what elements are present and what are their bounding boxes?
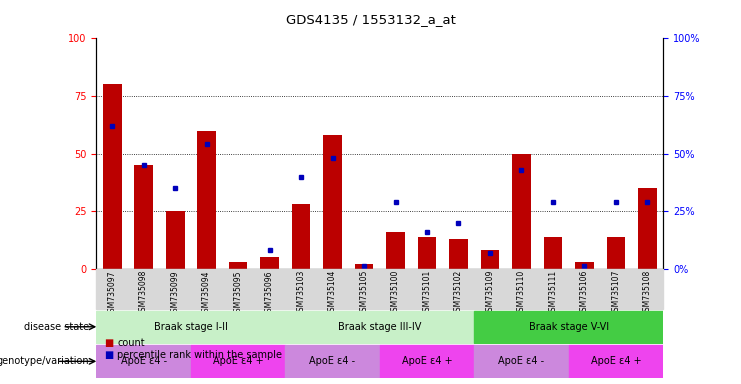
Text: GSM735105: GSM735105: [359, 270, 368, 316]
Text: GSM735106: GSM735106: [580, 270, 589, 316]
Text: genotype/variation: genotype/variation: [0, 356, 89, 366]
Bar: [480, 250, 499, 269]
Text: disease state: disease state: [24, 322, 89, 332]
Text: ApoE ε4 +: ApoE ε4 +: [591, 356, 641, 366]
Text: GSM735104: GSM735104: [328, 270, 337, 316]
Text: GSM735099: GSM735099: [170, 270, 179, 316]
Text: GSM735098: GSM735098: [139, 270, 148, 316]
Bar: [569, 345, 663, 377]
Text: ApoE ε4 -: ApoE ε4 -: [499, 356, 545, 366]
Bar: [512, 154, 531, 269]
Bar: [228, 262, 247, 269]
Bar: [285, 345, 380, 377]
Bar: [386, 232, 405, 269]
Bar: [191, 345, 285, 377]
Bar: [285, 311, 474, 343]
Text: ApoE ε4 -: ApoE ε4 -: [121, 356, 167, 366]
Text: GSM735109: GSM735109: [485, 270, 494, 316]
Text: Braak stage I-II: Braak stage I-II: [154, 322, 227, 332]
Text: GSM735107: GSM735107: [611, 270, 620, 316]
Bar: [165, 211, 185, 269]
Text: Braak stage III-IV: Braak stage III-IV: [338, 322, 422, 332]
Bar: [292, 204, 310, 269]
Bar: [102, 84, 122, 269]
Bar: [197, 131, 216, 269]
Text: GSM735095: GSM735095: [233, 270, 242, 316]
Text: GSM735097: GSM735097: [107, 270, 116, 316]
Bar: [379, 345, 474, 377]
Text: GSM735110: GSM735110: [517, 270, 526, 316]
Text: GSM735102: GSM735102: [454, 270, 463, 316]
Bar: [96, 311, 285, 343]
Bar: [544, 237, 562, 269]
Text: GSM735096: GSM735096: [265, 270, 274, 316]
Text: percentile rank within the sample: percentile rank within the sample: [117, 350, 282, 360]
Bar: [323, 135, 342, 269]
Bar: [260, 257, 279, 269]
Text: ApoE ε4 +: ApoE ε4 +: [402, 356, 452, 366]
Bar: [606, 237, 625, 269]
Text: GSM735094: GSM735094: [202, 270, 211, 316]
Text: ■: ■: [104, 350, 113, 360]
Text: ■: ■: [104, 338, 113, 348]
Text: Braak stage V-VI: Braak stage V-VI: [528, 322, 609, 332]
Bar: [355, 264, 373, 269]
Text: count: count: [117, 338, 144, 348]
Text: GSM735100: GSM735100: [391, 270, 400, 316]
Bar: [474, 345, 569, 377]
Text: GSM735101: GSM735101: [422, 270, 431, 316]
Bar: [134, 165, 153, 269]
Bar: [575, 262, 594, 269]
Bar: [638, 188, 657, 269]
Text: GSM735103: GSM735103: [296, 270, 305, 316]
Text: GSM735108: GSM735108: [643, 270, 652, 316]
Text: GSM735111: GSM735111: [548, 270, 557, 316]
Text: GDS4135 / 1553132_a_at: GDS4135 / 1553132_a_at: [285, 13, 456, 26]
Text: ApoE ε4 +: ApoE ε4 +: [213, 356, 263, 366]
Bar: [96, 345, 191, 377]
Text: ApoE ε4 -: ApoE ε4 -: [310, 356, 356, 366]
Bar: [474, 311, 663, 343]
Bar: [418, 237, 436, 269]
Bar: [449, 239, 468, 269]
